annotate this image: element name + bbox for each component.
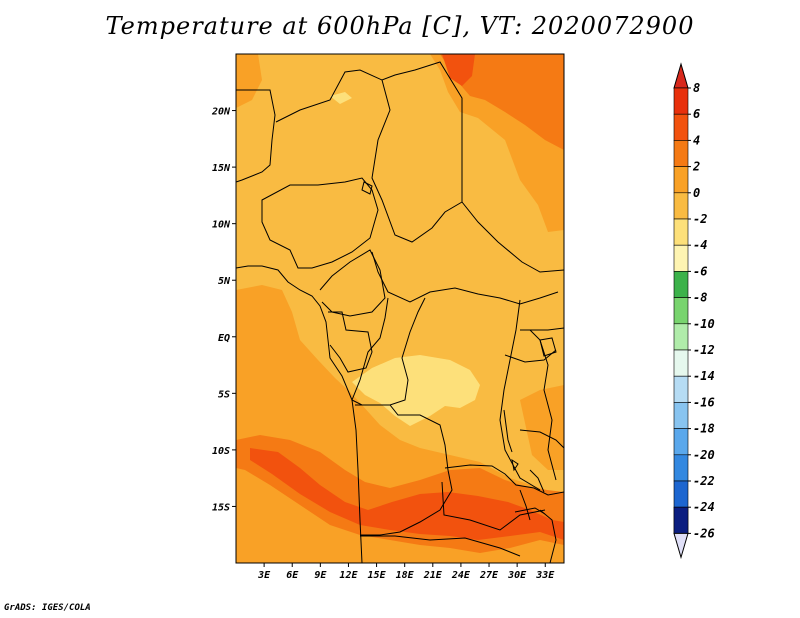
colorbar-swatch (673, 271, 689, 298)
lat-tick-label: 5N (218, 276, 231, 287)
lon-tick-label: 33E (535, 570, 555, 581)
colorbar-label: -16 (693, 395, 715, 409)
band-2-4-northwest (236, 54, 262, 108)
border-sudan (461, 110, 564, 273)
country-borders (236, 61, 564, 563)
coastline-west (236, 265, 363, 563)
colorbar-swatch (673, 218, 689, 246)
border-cameroon (319, 249, 386, 317)
colorbar-swatch (673, 140, 689, 167)
lat-tick-label: 20N (211, 107, 231, 118)
grads-credit: GrADS: IGES/COLA (4, 603, 91, 613)
colorbar-label: -10 (693, 317, 715, 331)
colorbar-swatch (673, 113, 689, 141)
border-car (371, 251, 559, 305)
border-drc-east (499, 299, 541, 491)
band-minus2-0-patch (330, 92, 352, 104)
colorbar-label: 0 (693, 186, 700, 200)
lat-tick-label: 15S (212, 502, 230, 513)
colorbar-label: -12 (693, 343, 715, 357)
border-northwest (236, 89, 276, 183)
border-chad (371, 79, 463, 243)
colorbar-label: -14 (693, 369, 715, 383)
colorbar-swatch (673, 480, 689, 508)
band-4-6-north (440, 54, 564, 150)
lakes (361, 181, 557, 521)
border-nigeria (261, 177, 379, 269)
colorbar-swatch (673, 297, 689, 325)
lake-kariba (514, 507, 546, 515)
lon-tick-label: 27E (479, 570, 499, 581)
colorbar-swatch (673, 375, 689, 403)
colorbar-swatch (673, 402, 689, 429)
lon-tick-label: 3E (257, 570, 271, 581)
lat-tick-label: 5S (218, 389, 230, 400)
map-panel (236, 54, 564, 563)
colorbar-label: 6 (693, 107, 700, 121)
temperature-band-minus2-0 (330, 92, 480, 426)
lake-chad (361, 181, 373, 195)
border-angola (355, 404, 453, 536)
colorbar-label: 8 (693, 81, 700, 95)
colorbar-swatch (673, 87, 689, 115)
lon-tick-label: 18E (396, 570, 415, 581)
lat-tick-label: 15N (212, 163, 231, 174)
colorbar-swatch (673, 454, 689, 482)
border-malawi (529, 469, 545, 493)
border-zambia-south (441, 481, 546, 531)
lon-tick-label: 12E (339, 570, 358, 581)
lon-tick-label: 24E (451, 570, 471, 581)
map-title: Temperature at 600hPa [C], VT: 202007290… (105, 12, 695, 40)
lake-mweru (511, 458, 519, 472)
colorbar-swatch (673, 166, 689, 194)
border-uganda (520, 327, 564, 331)
border-tanzania (519, 429, 564, 449)
colorbar-label: -20 (693, 448, 715, 462)
colorbar: 8 6 4 2 0 -2 -4 -6 -8 -10 -12 -14 -16 -18 -20 -22 -24 -26 (673, 62, 715, 560)
colorbar-label: -24 (693, 500, 715, 514)
colorbar-swatch (673, 428, 689, 456)
colorbar-top-cap (673, 62, 689, 89)
colorbar-label: -18 (693, 422, 715, 436)
border-small-1 (504, 349, 557, 363)
colorbar-label: -22 (693, 474, 715, 488)
lon-tick-label: 15E (368, 570, 387, 581)
lon-tick-label: 30E (507, 570, 527, 581)
lon-tick-label: 6E (286, 570, 299, 581)
lat-tick-label: EQ (218, 333, 230, 344)
band-2-4-east (520, 385, 564, 470)
colorbar-swatch (673, 192, 689, 220)
longitude-axis: 3E 6E 9E 12E 15E 18E 21E 24E 27E 30E 33E (257, 563, 555, 581)
border-namibia (360, 535, 521, 557)
colorbar-label: 2 (692, 160, 700, 174)
band-minus2-0-congo (352, 355, 480, 426)
lake-victoria (539, 337, 557, 357)
colorbar-label: 4 (693, 133, 700, 147)
lake-tanganyika (503, 409, 513, 453)
lon-tick-label: 9E (314, 570, 327, 581)
colorbar-label: -26 (693, 526, 715, 540)
colorbar-swatch (673, 323, 689, 351)
map-frame (235, 53, 565, 564)
lat-tick-label: 10N (212, 220, 231, 231)
lake-malawi (519, 489, 531, 521)
colorbar-bottom-cap (673, 532, 689, 560)
lon-tick-label: 21E (423, 570, 443, 581)
colorbar-label: -6 (693, 264, 707, 278)
latitude-axis: 20N 15N 10N 5N EQ 5S 10S 15S (211, 107, 236, 513)
border-mozambique (539, 509, 557, 563)
colorbar-label: -2 (693, 212, 707, 226)
colorbar-swatch (673, 244, 689, 272)
border-zambia (444, 464, 564, 496)
lat-tick-label: 10S (212, 446, 230, 457)
colorbar-label: -8 (693, 291, 707, 305)
colorbar-label: -4 (693, 238, 707, 252)
border-gabon (328, 311, 373, 373)
colorbar-swatch (673, 506, 689, 534)
colorbar-swatch (673, 349, 689, 377)
band-6-8-south (250, 448, 564, 540)
